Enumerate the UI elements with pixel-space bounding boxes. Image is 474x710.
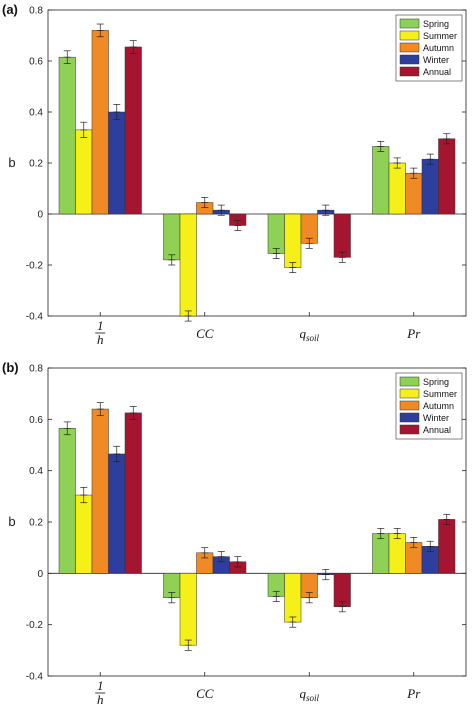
legend-swatch: [399, 400, 420, 411]
y-tick-label: 0.6: [29, 57, 43, 68]
bar-winter: [108, 111, 126, 215]
bar-summer: [388, 162, 406, 215]
y-tick-label: 0: [37, 210, 43, 221]
legend-label: Winter: [423, 55, 449, 65]
bar-annual: [124, 412, 142, 574]
bar-summer: [388, 533, 406, 574]
x-tick-label: qsoil: [299, 686, 319, 703]
bar-spring: [163, 213, 181, 261]
y-tick-label: -0.4: [26, 312, 44, 323]
legend-swatch: [399, 42, 420, 53]
chart-panel-b: (b) b 0.8 0.6 0.4 0.2 0 -0.2 -0.4 1h CC qsoil Pr Spri…: [2, 360, 467, 707]
legend-swatch: [399, 66, 420, 77]
x-tick-label: CC: [196, 326, 214, 341]
label-subscript: soil: [306, 693, 320, 703]
bar-annual: [333, 213, 351, 258]
bar-summer: [284, 573, 302, 623]
bar-summer: [179, 213, 197, 317]
bar-spring: [372, 533, 390, 574]
y-tick-label: 0: [37, 569, 43, 580]
bar-spring: [267, 213, 285, 254]
legend-swatch: [399, 18, 420, 29]
bar-summer: [284, 213, 302, 268]
fraction-numerator: 1: [97, 678, 104, 693]
x-tick-label: 1h: [95, 318, 106, 347]
legend-label: Autumn: [423, 43, 454, 53]
bar-autumn: [405, 172, 423, 215]
legend-label: Annual: [423, 425, 451, 435]
legend-label: Annual: [423, 67, 451, 77]
x-tick-label: qsoil: [299, 326, 319, 343]
legend-swatch: [399, 30, 420, 41]
legend-label: Winter: [423, 413, 449, 423]
bar-annual: [124, 46, 142, 215]
bar-autumn: [91, 408, 109, 574]
legend-label: Spring: [423, 377, 449, 387]
legend-label: Summer: [423, 31, 457, 41]
bar-spring: [372, 146, 390, 215]
bar-autumn: [91, 30, 109, 215]
y-tick-label: -0.4: [26, 672, 44, 683]
y-tick-label: 0.4: [29, 466, 43, 477]
y-tick-label: -0.2: [26, 261, 44, 272]
x-tick-label: 1h: [95, 678, 106, 707]
fraction-numerator: 1: [97, 318, 104, 333]
y-axis-label: b: [8, 514, 15, 529]
chart-panel-a: (a) b 0.8 0.6 0.4 0.2 0 -0.2 -0.4 1h CC qsoil Pr Spri…: [2, 2, 467, 347]
y-axis-label: b: [8, 155, 15, 170]
legend: Spring Summer Autumn Winter Annual: [395, 14, 463, 82]
legend-label: Autumn: [423, 401, 454, 411]
y-tick-label: 0.8: [29, 364, 43, 375]
fraction-denominator: h: [97, 692, 104, 705]
legend-label: Spring: [423, 19, 449, 29]
bar-spring: [58, 428, 76, 574]
legend-swatch: [399, 424, 420, 435]
bar-summer: [75, 494, 93, 574]
legend-swatch: [399, 388, 420, 399]
bar-summer: [179, 573, 197, 646]
x-tick-label: Pr: [406, 686, 421, 701]
label-q: q: [299, 326, 306, 341]
fraction-denominator: h: [97, 332, 104, 347]
y-tick-label: 0.2: [29, 518, 43, 529]
legend-swatch: [399, 54, 420, 65]
y-tick-label: 0.2: [29, 159, 43, 170]
bar-annual: [438, 138, 456, 215]
panel-label: (a): [2, 2, 18, 17]
bar-winter: [108, 453, 126, 574]
x-tick-label: Pr: [406, 326, 421, 341]
bar-annual: [438, 519, 456, 574]
label-q: q: [299, 686, 306, 701]
bar-summer: [75, 129, 93, 215]
y-tick-label: 0.4: [29, 108, 43, 119]
bar-spring: [58, 56, 76, 215]
y-tick-label: -0.2: [26, 620, 44, 631]
x-tick-label: CC: [196, 686, 214, 701]
legend-swatch: [399, 376, 420, 387]
label-subscript: soil: [306, 333, 320, 343]
legend-label: Summer: [423, 389, 457, 399]
panel-label: (b): [2, 360, 19, 375]
y-tick-label: 0.6: [29, 415, 43, 426]
legend-swatch: [399, 412, 420, 423]
bar-winter: [421, 158, 439, 215]
y-tick-label: 0.8: [29, 6, 43, 17]
legend: Spring Summer Autumn Winter Annual: [395, 372, 463, 440]
